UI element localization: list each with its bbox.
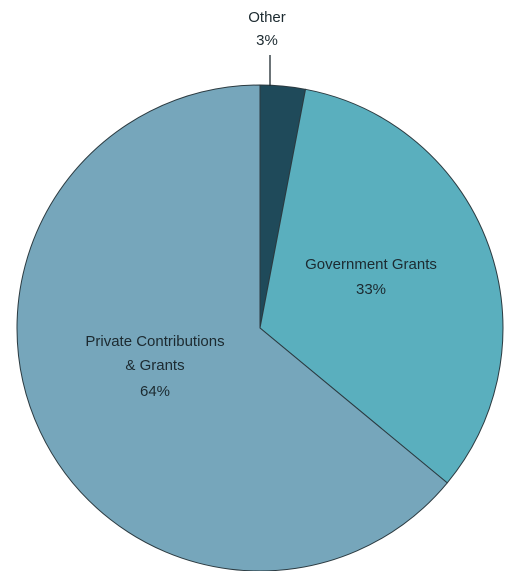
- pie-slice-government-grants: [259, 88, 504, 484]
- slice-value-other: 3%: [256, 32, 278, 49]
- pie-slices: [16, 84, 504, 571]
- slice-value-government-grants: 33%: [356, 281, 386, 298]
- slice-label-government-grants: Government Grants: [305, 256, 437, 273]
- slice-value-private-contributions: 64%: [140, 383, 170, 400]
- slice-label-private-contributions-line2: & Grants: [125, 357, 184, 374]
- pie-slice-private-contributions-grants: [16, 84, 448, 571]
- slice-label-other: Other: [248, 9, 286, 26]
- slice-label-private-contributions-line1: Private Contributions: [85, 333, 224, 350]
